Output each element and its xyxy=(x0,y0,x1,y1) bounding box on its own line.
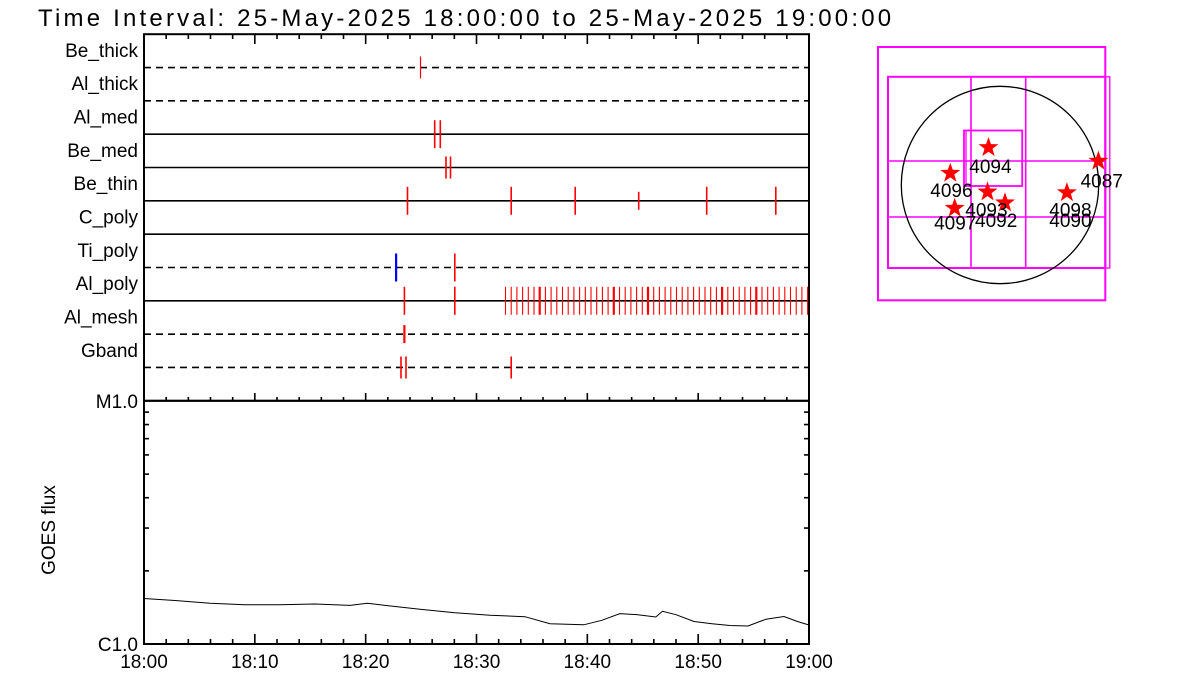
svg-text:Al_mesh: Al_mesh xyxy=(64,308,138,329)
svg-text:Be_thin: Be_thin xyxy=(74,174,138,195)
svg-text:4087: 4087 xyxy=(1081,172,1123,193)
svg-text:C_poly: C_poly xyxy=(79,208,139,229)
svg-text:4092: 4092 xyxy=(975,211,1017,232)
svg-text:Ti_poly: Ti_poly xyxy=(77,241,138,262)
svg-text:Al_poly: Al_poly xyxy=(76,274,139,295)
svg-text:18:50: 18:50 xyxy=(674,652,722,673)
svg-text:18:20: 18:20 xyxy=(342,652,390,673)
svg-text:18:40: 18:40 xyxy=(564,652,612,673)
svg-text:19:00: 19:00 xyxy=(785,652,833,673)
svg-text:Time Interval: 25-May-2025 18:: Time Interval: 25-May-2025 18:00:00 to 2… xyxy=(38,5,894,32)
svg-text:Be_thick: Be_thick xyxy=(65,41,138,62)
svg-text:GOES flux: GOES flux xyxy=(39,485,60,575)
svg-text:M1.0: M1.0 xyxy=(96,392,138,413)
svg-text:4090: 4090 xyxy=(1049,211,1091,232)
svg-text:Al_thick: Al_thick xyxy=(71,74,138,95)
svg-text:Be_med: Be_med xyxy=(67,141,138,162)
svg-text:Al_med: Al_med xyxy=(74,108,138,129)
svg-text:4094: 4094 xyxy=(969,157,1012,178)
svg-text:18:00: 18:00 xyxy=(120,652,168,673)
svg-text:18:30: 18:30 xyxy=(453,652,501,673)
svg-text:Gband: Gband xyxy=(81,341,138,362)
svg-text:4096: 4096 xyxy=(930,181,972,202)
svg-text:18:10: 18:10 xyxy=(231,652,279,673)
